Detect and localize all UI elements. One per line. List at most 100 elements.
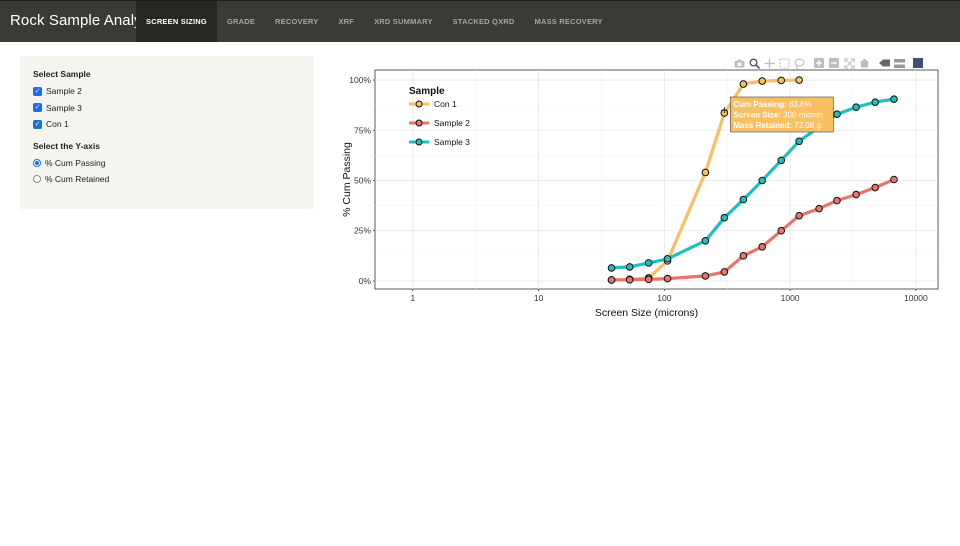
- sample-2-label: Sample 2: [46, 86, 82, 97]
- data-point: [625, 263, 634, 271]
- data-point: [739, 195, 748, 204]
- navbar: Rock Sample Analysis SCREEN SIZING GRADE…: [0, 0, 960, 42]
- tab-mass-recovery[interactable]: MASS RECOVERY: [534, 17, 603, 26]
- sidebar-panel: Select Sample ✓ Sample 2 ✓ Sample 3 ✓ Co…: [20, 56, 314, 209]
- con-1-checkbox[interactable]: ✓: [33, 119, 42, 129]
- tooltip-line: Mass Retained: 72.08 g: [733, 121, 821, 130]
- x-tick-label: 10000: [904, 293, 928, 303]
- data-point: [871, 183, 880, 192]
- data-point: [777, 156, 786, 165]
- data-point: [701, 272, 710, 280]
- plotly-logo-icon[interactable]: [913, 58, 923, 68]
- data-point: [625, 275, 634, 284]
- data-point: [739, 80, 748, 88]
- compare-hover-icon[interactable]: [893, 57, 905, 69]
- zoom-out-icon[interactable]: [828, 57, 840, 69]
- tab-xrf[interactable]: XRF: [338, 17, 355, 26]
- legend-swatch-point: [415, 138, 423, 146]
- screen-sizing-chart[interactable]: 0% 25% 50% 75% 100% 1 10 100 1000 10000 Screen Siz…: [330, 52, 950, 327]
- spike-lines-icon[interactable]: [878, 57, 890, 69]
- data-point: [663, 274, 672, 283]
- sample-3-option[interactable]: ✓ Sample 3: [33, 100, 301, 117]
- y-tick-label: 25%: [354, 226, 371, 236]
- data-point: [871, 98, 880, 106]
- y-axis-title: % Cum Passing: [341, 142, 353, 217]
- plot-modebar: [733, 57, 923, 69]
- x-tick-label: 10: [534, 293, 544, 303]
- data-point: [795, 76, 803, 84]
- data-point: [852, 190, 860, 199]
- tooltip-box: [730, 96, 834, 133]
- chart-svg[interactable]: 0% 25% 50% 75% 100% 1 10 100 1000 10000 Screen Siz…: [330, 52, 950, 327]
- data-point: [644, 259, 653, 267]
- sample-3-checkbox[interactable]: ✓: [33, 103, 42, 113]
- con-1-label: Con 1: [46, 119, 69, 130]
- camera-icon[interactable]: [733, 57, 745, 69]
- box-select-icon[interactable]: [778, 57, 790, 69]
- tab-xrd-summary[interactable]: XRD SUMMARY: [374, 17, 433, 26]
- tab-grade[interactable]: GRADE: [226, 17, 256, 26]
- chart-legend: Sample Con 1 Sample 2 Sample 3: [409, 86, 470, 147]
- data-point: [720, 213, 729, 222]
- legend-swatch-point: [415, 100, 423, 108]
- sample-3-label: Sample 3: [46, 102, 82, 113]
- x-axis-title: Screen Size (microns): [595, 307, 698, 319]
- pan-icon[interactable]: [763, 57, 775, 69]
- plot-area: [374, 69, 939, 290]
- con-1-option[interactable]: ✓ Con 1: [33, 116, 301, 133]
- tooltip-line: Screen Size: 300 micron: [733, 110, 822, 119]
- y-tick-label: 50%: [354, 176, 371, 186]
- cum-passing-option[interactable]: % Cum Passing: [33, 155, 301, 172]
- x-tick-label: 100: [657, 293, 671, 303]
- lasso-icon[interactable]: [793, 57, 805, 69]
- tooltip-line: Cum Passing: 83.6%: [733, 100, 811, 109]
- data-point: [852, 103, 860, 111]
- cum-retained-radio[interactable]: [33, 175, 41, 184]
- legend-swatch-point: [415, 119, 423, 127]
- data-point: [833, 110, 841, 119]
- data-point: [701, 168, 710, 177]
- data-point: [644, 275, 653, 284]
- cum-retained-label: % Cum Retained: [45, 174, 110, 185]
- data-point: [720, 268, 729, 276]
- zoom-icon[interactable]: [748, 57, 760, 69]
- data-point: [758, 243, 767, 251]
- sample-2-checkbox[interactable]: ✓: [33, 86, 42, 96]
- data-point: [795, 137, 803, 146]
- data-point: [607, 276, 616, 284]
- x-tick-label: 1000: [781, 293, 800, 303]
- hover-tooltip: Cum Passing: 83.6%Screen Size: 300 micro…: [730, 96, 834, 133]
- select-sample-label: Select Sample: [33, 69, 91, 79]
- tab-recovery[interactable]: RECOVERY: [275, 17, 319, 26]
- data-point: [607, 264, 616, 272]
- reset-axes-icon[interactable]: [858, 57, 870, 69]
- x-tick-label: 1: [410, 293, 415, 303]
- legend-label: Sample 2: [434, 118, 470, 128]
- cum-retained-option[interactable]: % Cum Retained: [33, 171, 301, 188]
- legend-title: Sample: [409, 86, 445, 97]
- cum-passing-label: % Cum Passing: [45, 157, 106, 168]
- legend-label: Sample 3: [434, 137, 470, 147]
- y-tick-label: 100%: [349, 75, 371, 85]
- y-tick-label: 75%: [354, 125, 371, 135]
- data-point: [890, 95, 898, 103]
- autoscale-icon[interactable]: [843, 57, 855, 69]
- data-point: [739, 252, 748, 260]
- zoom-in-icon[interactable]: [813, 57, 825, 69]
- data-point: [795, 211, 803, 220]
- y-axis-label: Select the Y-axis: [33, 140, 100, 151]
- tab-bar: SCREEN SIZING GRADE RECOVERY XRF XRD SUM…: [136, 1, 613, 43]
- data-point: [833, 196, 841, 205]
- data-point: [777, 76, 786, 85]
- app-title: Rock Sample Analysis: [10, 12, 161, 29]
- data-point: [758, 176, 767, 185]
- tab-stacked-qxrd[interactable]: STACKED QXRD: [452, 17, 515, 26]
- data-point: [815, 204, 823, 213]
- data-point: [663, 255, 672, 263]
- data-point: [701, 236, 710, 245]
- cum-passing-radio[interactable]: [33, 158, 41, 167]
- data-point: [777, 226, 786, 235]
- sample-2-option[interactable]: ✓ Sample 2: [33, 83, 301, 100]
- tab-screen-sizing[interactable]: SCREEN SIZING: [136, 1, 217, 42]
- data-point: [890, 175, 898, 184]
